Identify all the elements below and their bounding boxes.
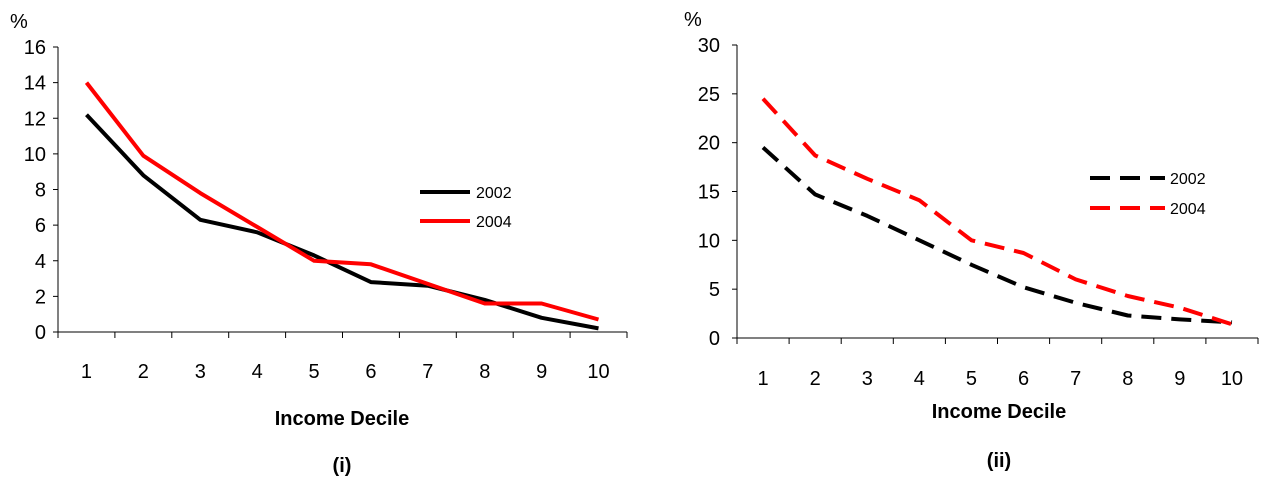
y-tick-label: 10 [698, 230, 720, 252]
legend-label: 2002 [1170, 171, 1206, 188]
x-tick-label: 10 [1221, 368, 1243, 390]
x-tick-label: 6 [365, 361, 376, 383]
x-tick-label: 8 [1122, 368, 1133, 390]
x-tick-label: 5 [966, 368, 977, 390]
x-tick-label: 10 [587, 361, 609, 383]
y-tick-label: 12 [24, 108, 46, 130]
series-line-2004 [84, 81, 600, 322]
x-tick-label: 9 [536, 361, 547, 383]
chart-ii: 0 5 10 15 20 25 30 1 2 3 4 5 6 7 8 9 10% Income Decile (ii… [684, 9, 1259, 472]
y-tick-label: 5 [709, 279, 720, 301]
legend-label: 2002 [476, 185, 512, 202]
series-line-2002 [85, 113, 599, 331]
x-tick-label: 6 [1018, 368, 1029, 390]
y-tick-label: 20 [698, 133, 720, 155]
x-tick-label: 5 [308, 361, 319, 383]
x-tick-label: 7 [422, 361, 433, 383]
x-axis-title: Income Decile [275, 408, 410, 430]
y-tick-label: 14 [24, 73, 46, 95]
x-tick-label: 4 [914, 368, 925, 390]
x-tick-label: 4 [252, 361, 263, 383]
legend-label: 2004 [1170, 201, 1206, 218]
x-tick-label: 7 [1070, 368, 1081, 390]
y-tick-label: 0 [35, 322, 46, 344]
y-tick-label: 16 [24, 37, 46, 59]
y-tick-label: 6 [35, 215, 46, 237]
x-axis-title: Income Decile [932, 401, 1067, 423]
x-tick-label: 1 [81, 361, 92, 383]
x-tick-label: 3 [195, 361, 206, 383]
y-tick-label: 10 [24, 144, 46, 166]
y-tick-label: 25 [698, 84, 720, 106]
y-tick-label: 15 [698, 182, 720, 204]
y-tick-label: 2 [35, 286, 46, 308]
y-axis-unit-label: % [10, 11, 28, 33]
x-tick-label: 3 [862, 368, 873, 390]
y-tick-label: 0 [709, 328, 720, 350]
x-tick-label: 1 [757, 368, 768, 390]
y-axis-unit-label: % [684, 9, 702, 31]
y-tick-label: 8 [35, 180, 46, 202]
series-line-2002 [761, 146, 1233, 325]
legend-label: 2004 [476, 214, 512, 231]
y-tick-label: 4 [35, 251, 46, 273]
chart-caption: (i) [333, 455, 352, 477]
y-tick-label: 30 [698, 35, 720, 57]
x-tick-label: 8 [479, 361, 490, 383]
x-tick-label: 2 [810, 368, 821, 390]
x-tick-label: 9 [1174, 368, 1185, 390]
chart-caption: (ii) [987, 450, 1011, 472]
series-line-2004 [761, 97, 1233, 327]
x-tick-label: 2 [138, 361, 149, 383]
